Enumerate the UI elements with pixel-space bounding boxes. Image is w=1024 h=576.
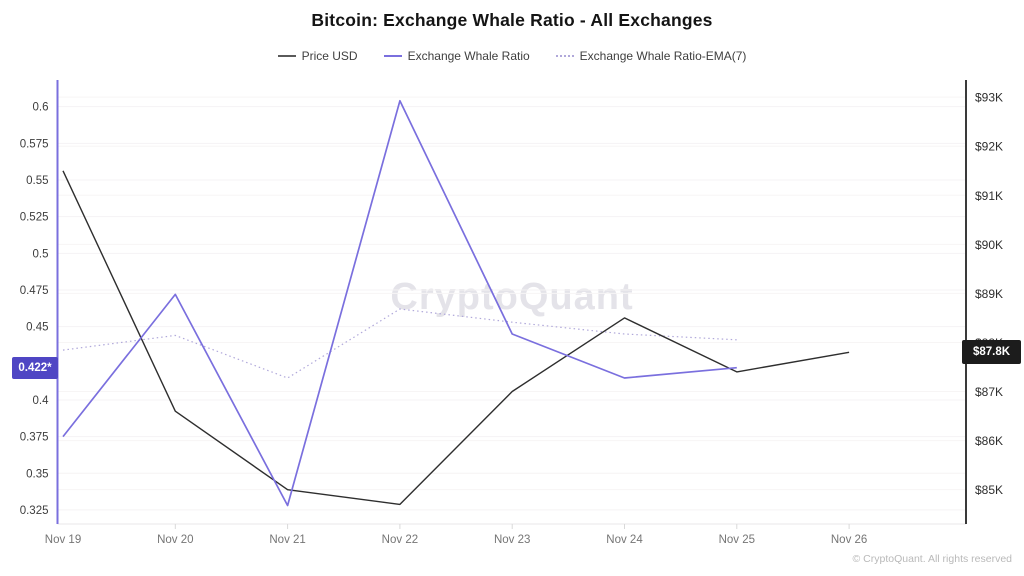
series-line-1	[62, 99, 737, 507]
legend-item-exchange-whale-ratio-ema-7-[interactable]: Exchange Whale Ratio-EMA(7)	[555, 49, 747, 63]
x-axis-tick-label: Nov 25	[719, 534, 755, 546]
right-axis-value-badge: $87.8K	[962, 340, 1021, 365]
left-axis-tick-label: 0.45	[26, 322, 48, 334]
x-axis-tick-label: Nov 21	[269, 534, 305, 546]
footer-copyright: © CryptoQuant. All rights reserved	[852, 553, 1012, 565]
legend-marker-icon	[383, 55, 402, 57]
right-axis-tick-label: $85K	[975, 483, 1003, 497]
chart-title: Bitcoin: Exchange Whale Ratio - All Exch…	[311, 10, 713, 30]
left-axis-tick-label: 0.6	[33, 102, 49, 114]
legend-marker-icon	[555, 55, 574, 57]
legend-item-label: Price USD	[301, 49, 358, 63]
left-axis-tick-label: 0.575	[20, 138, 49, 150]
right-axis-tick-label: $93K	[975, 91, 1003, 105]
left-axis-tick-label: 0.475	[20, 285, 49, 297]
legend-marker-icon	[277, 55, 296, 57]
x-axis-tick-label: Nov 26	[831, 534, 867, 546]
legend-item-label: Exchange Whale Ratio	[407, 49, 530, 63]
left-axis-tick-label: 0.375	[20, 432, 49, 444]
left-axis-value-badge: 0.422*	[12, 356, 58, 379]
left-axis-tick-label: 0.35	[26, 468, 48, 480]
series-line-2	[62, 308, 737, 379]
x-axis-tick-label: Nov 19	[45, 534, 81, 546]
watermark: CryptoQuant	[390, 276, 634, 318]
left-axis-tick-label: 0.525	[20, 212, 49, 224]
x-axis-tick-label: Nov 20	[157, 534, 193, 546]
x-axis-tick-label: Nov 24	[606, 534, 643, 546]
right-axis-tick-label: $86K	[975, 434, 1003, 448]
right-axis-tick-label: $89K	[975, 287, 1003, 301]
legend-item-exchange-whale-ratio[interactable]: Exchange Whale Ratio	[383, 49, 530, 63]
left-axis-tick-label: 0.55	[26, 175, 48, 187]
x-axis-tick-label: Nov 23	[494, 534, 530, 546]
left-axis-tick-label: 0.325	[20, 505, 49, 517]
x-axis-tick-label: Nov 22	[382, 534, 418, 546]
right-axis-tick-label: $91K	[975, 189, 1003, 203]
right-axis-tick-label: $92K	[975, 140, 1003, 154]
left-axis-tick-label: 0.4	[33, 395, 50, 407]
legend-item-price-usd[interactable]: Price USD	[277, 49, 358, 63]
legend: Price USD Exchange Whale Ratio Exchange Wh…	[0, 49, 1024, 63]
left-axis-tick-label: 0.5	[33, 248, 49, 260]
legend-item-label: Exchange Whale Ratio-EMA(7)	[579, 49, 747, 63]
series-line-0	[62, 170, 850, 506]
right-axis-tick-label: $87K	[975, 385, 1003, 399]
right-axis-tick-label: $90K	[975, 238, 1003, 252]
